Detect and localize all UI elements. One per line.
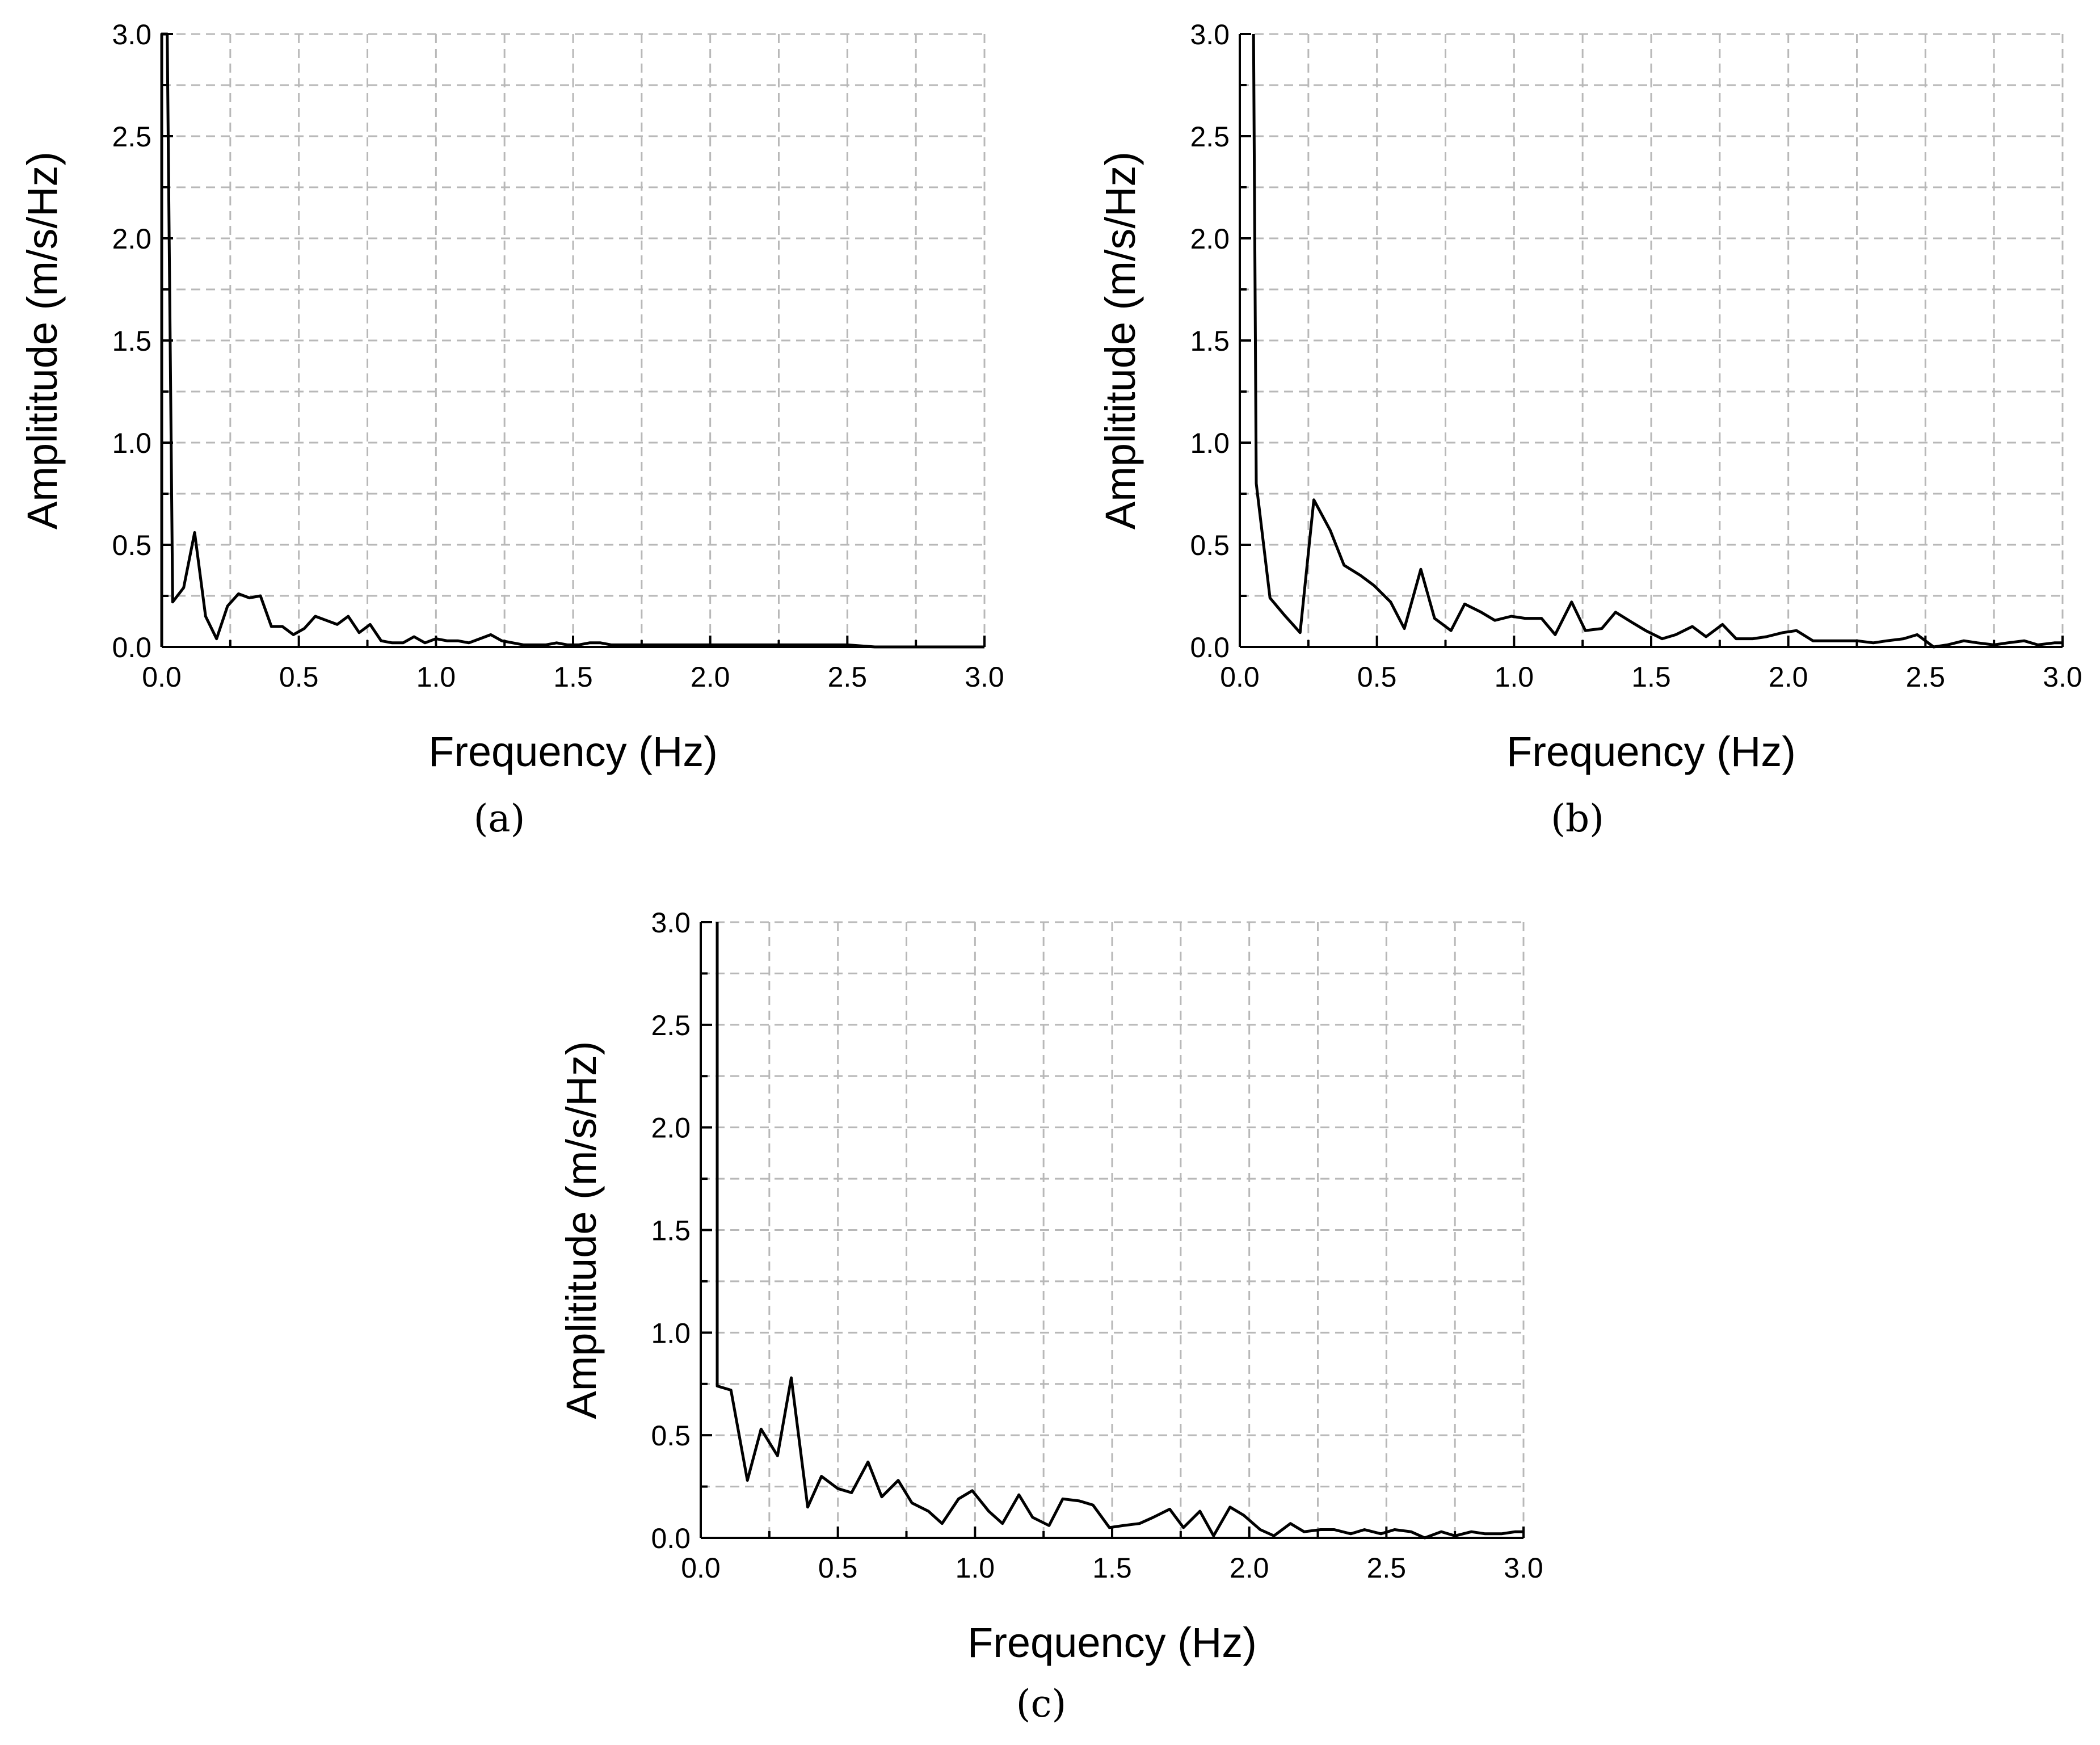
y-tick-label: 0.0	[112, 632, 151, 663]
x-tick-label: 0.5	[1357, 661, 1397, 693]
x-tick-label: 3.0	[965, 661, 1004, 693]
x-tick-label: 1.5	[553, 661, 593, 693]
panel-label: (b)	[1551, 797, 1604, 840]
y-axis-title: Amplititude (m/s/Hz)	[19, 152, 66, 529]
x-tick-label: 3.0	[2043, 661, 2082, 693]
panel-label: (a)	[474, 797, 525, 840]
chart-panel-3: 0.0 0.5 1.0 1.5 2.0 2.5 3.0 0.0 0.5 1.0 1.5 2.0 2.5 3…	[558, 907, 1543, 1726]
x-axis-title: Frequency (Hz)	[1506, 728, 1796, 775]
y-tick-label: 3.0	[1190, 19, 1230, 51]
x-tick-label: 0.5	[818, 1552, 858, 1584]
y-tick-label: 1.5	[1190, 325, 1230, 357]
chart-panel-1: 0.0 0.5 1.0 1.5 2.0 2.5 3.0 0.0 0.5 1.0 1.5 2.0 2.5 3…	[19, 19, 1004, 840]
x-tick-label: 1.0	[1495, 661, 1534, 693]
y-tick-label: 3.0	[112, 19, 151, 51]
x-tick-label: 2.0	[691, 661, 730, 693]
y-axis-title: Amplititude (m/s/Hz)	[1097, 152, 1144, 529]
x-tick-label: 1.5	[1631, 661, 1671, 693]
y-tick-label: 2.5	[112, 121, 151, 153]
y-tick-label: 2.0	[1190, 223, 1230, 255]
y-tick-label: 2.0	[651, 1112, 691, 1144]
y-tick-label: 1.0	[651, 1317, 691, 1349]
x-tick-label: 0.0	[681, 1552, 721, 1584]
x-tick-label: 0.0	[142, 661, 182, 693]
y-tick-label: 2.5	[1190, 121, 1230, 153]
y-tick-label: 2.5	[651, 1010, 691, 1041]
series-line	[716, 922, 1524, 1540]
x-tick-label: 0.5	[279, 661, 319, 693]
x-tick-label: 2.0	[1769, 661, 1808, 693]
x-tick-label: 2.5	[828, 661, 868, 693]
series-line	[1252, 33, 2063, 649]
y-tick-label: 3.0	[651, 907, 691, 939]
x-tick-label: 0.0	[1220, 661, 1260, 693]
y-tick-label: 0.0	[1190, 632, 1230, 663]
y-tick-label: 1.5	[112, 325, 151, 357]
y-tick-label: 0.5	[112, 529, 151, 561]
x-axis-title: Frequency (Hz)	[428, 728, 718, 775]
y-tick-label: 2.0	[112, 223, 151, 255]
x-tick-label: 1.0	[956, 1552, 995, 1584]
panel-label: (c)	[1016, 1682, 1066, 1726]
y-tick-label: 0.5	[1190, 529, 1230, 561]
y-tick-label: 0.5	[651, 1420, 691, 1452]
y-tick-label: 1.0	[1190, 427, 1230, 459]
series-line	[160, 32, 984, 649]
y-tick-label: 1.0	[112, 427, 151, 459]
y-axis-title: Amplititude (m/s/Hz)	[558, 1041, 605, 1419]
x-tick-label: 2.5	[1906, 661, 1946, 693]
chart-panel-2: 0.0 0.5 1.0 1.5 2.0 2.5 3.0 0.0 0.5 1.0 1.5 2.0 2.5 3…	[1097, 19, 2082, 840]
x-axis-title: Frequency (Hz)	[967, 1619, 1257, 1666]
x-tick-label: 1.0	[416, 661, 456, 693]
y-tick-label: 0.0	[651, 1523, 691, 1554]
x-tick-label: 1.5	[1092, 1552, 1132, 1584]
x-tick-label: 3.0	[1504, 1552, 1543, 1584]
x-tick-label: 2.5	[1367, 1552, 1407, 1584]
x-tick-label: 2.0	[1230, 1552, 1269, 1584]
y-tick-label: 1.5	[651, 1215, 691, 1247]
